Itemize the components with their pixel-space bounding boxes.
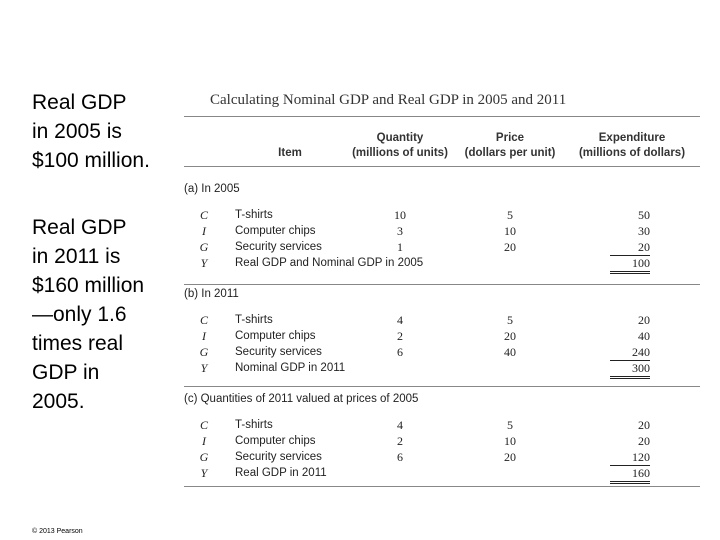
gdp-table: Calculating Nominal GDP and Real GDP in …: [180, 88, 700, 488]
row-symbol: G: [199, 240, 209, 254]
row-item: Security services: [235, 451, 322, 463]
divider: [184, 486, 700, 487]
divider: [184, 116, 700, 117]
left-line: 2005.: [32, 390, 85, 413]
row-price: 10: [504, 224, 516, 238]
table-row: I Computer chips 2 20 40: [180, 328, 700, 344]
row-symbol: Y: [200, 466, 208, 480]
row-expenditure: 300: [610, 360, 650, 379]
table-title: Calculating Nominal GDP and Real GDP in …: [210, 92, 567, 108]
row-quantity: 6: [397, 450, 403, 464]
row-item: Computer chips: [235, 225, 316, 237]
left-line: in 2011 is: [32, 245, 121, 268]
header-item: Item: [278, 147, 302, 159]
row-expenditure: 100: [610, 255, 650, 274]
header-price: Price (dollars per unit): [458, 131, 562, 161]
row-item: T-shirts: [235, 419, 273, 431]
left-line: GDP in: [32, 361, 100, 384]
row-expenditure: 240: [610, 344, 650, 361]
divider: [184, 166, 700, 167]
header-expenditure: Expenditure (millions of dollars): [573, 131, 691, 161]
header-expenditure-line: Expenditure: [598, 132, 666, 144]
left-line: $100 million.: [32, 149, 150, 172]
row-item: Nominal GDP in 2011: [235, 362, 346, 374]
row-expenditure: 50: [638, 208, 650, 222]
row-symbol: C: [199, 208, 208, 222]
row-expenditure: 20: [638, 434, 650, 448]
table-row: I Computer chips 2 10 20: [180, 433, 700, 449]
row-symbol: Y: [200, 361, 208, 375]
left-line: Real GDP: [32, 216, 127, 239]
divider: [184, 284, 700, 285]
row-price: 20: [504, 240, 516, 254]
table-row: Y Real GDP in 2011 160: [180, 465, 700, 484]
row-expenditure: 30: [638, 224, 650, 238]
table-row: C T-shirts 10 5 50: [180, 207, 700, 223]
row-symbol: C: [199, 418, 208, 432]
row-symbol: I: [202, 329, 206, 343]
row-expenditure: 40: [638, 329, 650, 343]
table-row: Y Real GDP and Nominal GDP in 2005 100: [180, 255, 700, 274]
table-row: C T-shirts 4 5 20: [180, 417, 700, 433]
table-row: Y Nominal GDP in 2011 300: [180, 360, 700, 379]
row-price: 5: [507, 313, 513, 327]
left-line: $160 million: [32, 274, 145, 297]
row-expenditure: 20: [610, 239, 650, 256]
row-price: 10: [504, 434, 516, 448]
row-expenditure: 20: [638, 418, 650, 432]
row-quantity: 3: [397, 224, 403, 238]
left-line: times real: [32, 332, 124, 355]
row-item: Computer chips: [235, 435, 316, 447]
row-item: T-shirts: [235, 314, 273, 326]
table-row: C T-shirts 4 5 20: [180, 312, 700, 328]
row-quantity: 2: [397, 434, 403, 448]
section-title: (c) Quantities of 2011 valued at prices …: [184, 393, 419, 405]
header-price-line: (dollars per unit): [464, 147, 556, 159]
row-price: 40: [504, 345, 516, 359]
row-item: Security services: [235, 241, 322, 253]
row-symbol: C: [199, 313, 208, 327]
copyright-text: © 2013 Pearson: [32, 528, 83, 535]
row-item: Real GDP and Nominal GDP in 2005: [235, 257, 424, 269]
row-symbol: G: [199, 345, 209, 359]
left-paragraph-2005: Real GDP in 2005 is $100 million.: [32, 88, 172, 175]
left-line: Real GDP: [32, 91, 127, 114]
header-expenditure-line: (millions of dollars): [578, 147, 686, 159]
table-row: I Computer chips 3 10 30: [180, 223, 700, 239]
row-quantity: 2: [397, 329, 403, 343]
left-paragraph-2011: Real GDP in 2011 is $160 million —only 1…: [32, 213, 172, 416]
row-symbol: G: [199, 450, 209, 464]
row-quantity: 10: [394, 208, 406, 222]
table-row: G Security services 1 20 20: [180, 239, 700, 256]
row-item: Security services: [235, 346, 322, 358]
row-price: 5: [507, 418, 513, 432]
row-quantity: 4: [397, 418, 403, 432]
row-symbol: Y: [200, 256, 208, 270]
row-quantity: 4: [397, 313, 403, 327]
row-expenditure: 20: [638, 313, 650, 327]
divider: [184, 386, 700, 387]
table-row: G Security services 6 40 240: [180, 344, 700, 361]
row-expenditure: 120: [610, 449, 650, 466]
header-quantity-line: Quantity: [376, 132, 424, 144]
section-title: (b) In 2011: [184, 288, 239, 300]
header-quantity-line: (millions of units): [352, 147, 448, 159]
header-price-line: Price: [495, 132, 525, 144]
section-title: (a) In 2005: [184, 183, 240, 195]
row-symbol: I: [202, 434, 206, 448]
row-item: Real GDP in 2011: [235, 467, 327, 479]
row-price: 5: [507, 208, 513, 222]
left-line: in 2005 is: [32, 120, 122, 143]
row-quantity: 6: [397, 345, 403, 359]
row-price: 20: [504, 329, 516, 343]
table-row: G Security services 6 20 120: [180, 449, 700, 466]
row-item: Computer chips: [235, 330, 316, 342]
left-line: —only 1.6: [32, 303, 127, 326]
row-quantity: 1: [397, 240, 403, 254]
row-item: T-shirts: [235, 209, 273, 221]
row-symbol: I: [202, 224, 206, 238]
row-expenditure: 160: [610, 465, 650, 484]
header-quantity: Quantity (millions of units): [340, 131, 460, 161]
row-price: 20: [504, 450, 516, 464]
